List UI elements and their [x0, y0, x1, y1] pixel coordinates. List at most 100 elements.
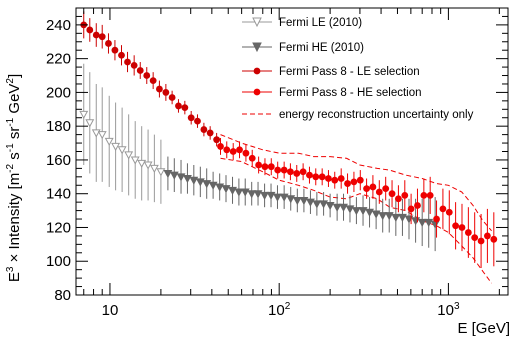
data-point: [401, 191, 409, 199]
data-point: [395, 195, 402, 203]
data-point: [97, 131, 107, 140]
data-point: [417, 218, 427, 228]
data-point: [242, 149, 250, 157]
data-point: [292, 196, 302, 206]
legend-entry-band: energy reconstruction uncertainty only: [242, 109, 474, 121]
legend-label: Fermi Pass 8 - LE selection: [279, 66, 420, 78]
data-point: [452, 222, 460, 230]
data-point: [378, 212, 388, 221]
data-point: [464, 229, 472, 236]
ylabel-part: × Intensity [m: [6, 173, 23, 267]
data-point: [397, 213, 407, 222]
ylabel-part: s: [6, 152, 23, 164]
data-point: [253, 190, 263, 199]
x-tick-exponent: 3: [454, 301, 460, 312]
data-point: [255, 161, 263, 169]
data-point: [305, 198, 315, 207]
data-point: [426, 191, 434, 199]
data-point: [279, 193, 289, 202]
open-triangle-icon: [252, 17, 262, 28]
data-point: [407, 205, 415, 213]
circle-marker-icon: [253, 67, 261, 75]
data-point: [162, 89, 170, 96]
x-tick-label: 102: [268, 301, 291, 319]
data-point: [424, 218, 434, 228]
legend-label: Fermi Pass 8 - HE selection: [279, 87, 422, 99]
data-point: [344, 180, 351, 187]
data-point: [477, 237, 485, 245]
data-point: [189, 176, 199, 185]
data-point: [332, 203, 342, 212]
data-point: [98, 33, 106, 41]
data-point: [118, 51, 125, 59]
data-points: [79, 11, 498, 268]
data-point: [345, 205, 355, 214]
x-tick-label: 10: [102, 302, 119, 319]
data-point: [312, 200, 322, 209]
data-point: [130, 62, 138, 69]
data-point: [156, 168, 166, 177]
ylabel-sup: 2: [5, 78, 16, 84]
filled-triangle-icon: [252, 42, 262, 53]
data-point: [85, 119, 95, 128]
data-point: [388, 190, 396, 198]
legend-entry-pass8-le: Fermi Pass 8 - LE selection: [242, 66, 420, 78]
series-0: [79, 63, 166, 204]
data-point: [351, 207, 361, 216]
data-point: [79, 110, 89, 120]
data-point: [236, 146, 243, 154]
data-point: [325, 175, 332, 182]
ylabel-part: sr: [6, 127, 23, 144]
x-tick-base: 10: [102, 302, 119, 319]
data-point: [382, 185, 390, 193]
legend-entry-pass8-he: Fermi Pass 8 - HE selection: [242, 87, 422, 99]
legend: Fermi LE (2010) Fermi HE (2010) Fermi Pa…: [242, 17, 474, 121]
data-point: [156, 85, 163, 93]
data-point: [490, 235, 498, 243]
data-point: [136, 67, 144, 74]
data-point: [111, 142, 121, 152]
y-tick-labels: 80 100 120 140 160 180 200 220 240: [46, 17, 71, 304]
data-point: [458, 224, 466, 231]
ylabel-sup: 3: [5, 266, 16, 272]
data-point: [194, 117, 201, 125]
data-point: [471, 234, 479, 242]
data-point: [247, 190, 257, 199]
data-point: [228, 186, 237, 195]
legend-label: Fermi HE (2010): [279, 42, 364, 54]
data-point: [293, 170, 301, 177]
data-point: [356, 176, 364, 184]
band-upper-line: [220, 134, 492, 232]
data-point: [358, 207, 368, 216]
data-point: [411, 217, 421, 226]
data-point: [483, 232, 491, 240]
data-point: [208, 181, 218, 190]
data-point: [306, 171, 313, 179]
data-point: [350, 178, 358, 186]
data-point: [124, 58, 131, 66]
data-point: [445, 208, 453, 216]
data-point: [92, 31, 100, 39]
y-tick-label: 200: [46, 84, 71, 101]
data-point: [221, 185, 231, 194]
ylabel-sup: -1: [5, 143, 16, 152]
data-point: [363, 185, 370, 193]
data-point: [260, 191, 270, 201]
data-point: [369, 183, 377, 191]
data-point: [248, 154, 256, 162]
data-point: [149, 164, 159, 174]
x-axis-label: E [GeV]: [457, 320, 510, 337]
data-point: [91, 129, 101, 138]
ylabel-part: ]: [6, 74, 23, 78]
data-point: [217, 143, 224, 150]
data-point: [299, 168, 307, 176]
data-point: [143, 72, 151, 79]
data-point: [182, 175, 192, 184]
series-3: [217, 137, 498, 268]
circle-marker-icon: [253, 88, 261, 96]
data-point: [331, 176, 339, 184]
data-point: [105, 40, 112, 47]
x-tick-base: 10: [268, 302, 285, 319]
data-point: [371, 210, 381, 219]
data-point: [137, 159, 147, 168]
